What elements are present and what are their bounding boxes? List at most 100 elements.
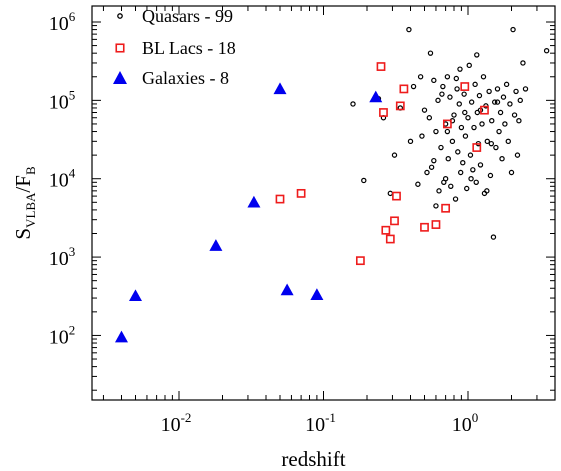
galaxy-point — [114, 330, 128, 343]
quasar-point — [451, 112, 457, 118]
quasar-point — [440, 83, 446, 90]
quasar-point — [426, 115, 433, 121]
bl-lac-point — [296, 188, 306, 198]
quasar-point — [473, 179, 479, 186]
quasar-point — [503, 81, 510, 88]
quasar-point — [439, 91, 445, 97]
quasar-point — [449, 138, 456, 145]
quasar-point — [480, 74, 487, 80]
quasar-point — [496, 128, 502, 135]
quasar-point — [507, 101, 513, 107]
quasar-point — [522, 86, 529, 92]
galaxy-point — [128, 289, 142, 302]
legend-square-marker — [115, 43, 125, 53]
quasar-point — [435, 97, 441, 104]
quasar-point — [467, 152, 474, 158]
quasar-point — [457, 66, 463, 72]
quasar-point — [477, 162, 484, 168]
series-circles — [350, 26, 550, 240]
quasar-point — [472, 81, 478, 88]
bl-lac-point — [480, 105, 489, 115]
quasar-point — [470, 167, 476, 173]
quasar-point — [436, 188, 442, 194]
y-tick-label: 105 — [49, 87, 76, 113]
legend-circle-marker — [117, 13, 123, 19]
quasar-point — [406, 26, 412, 33]
quasar-point — [442, 176, 449, 182]
quasar-point — [489, 118, 495, 124]
galaxy-point — [280, 283, 294, 296]
quasar-point — [516, 118, 522, 124]
y-tick-label: 103 — [49, 244, 76, 270]
quasar-point — [465, 115, 471, 121]
y-axis-label-sub1: VLBA — [23, 192, 38, 228]
quasar-point — [447, 94, 453, 100]
quasar-point — [517, 97, 523, 104]
bl-lac-point — [442, 119, 452, 129]
series-triangles — [114, 82, 383, 343]
quasar-point — [453, 75, 460, 82]
quasar-point — [438, 144, 444, 151]
quasar-point — [494, 99, 501, 105]
quasar-point — [458, 124, 465, 131]
quasar-point — [457, 169, 464, 176]
bl-lac-point — [379, 108, 388, 117]
galaxy-point — [247, 195, 261, 208]
quasar-point — [520, 60, 526, 66]
quasar-point — [444, 128, 451, 135]
quasar-point — [387, 190, 394, 197]
quasar-point — [433, 203, 439, 209]
bl-lac-point — [399, 84, 409, 94]
quasar-point — [407, 138, 414, 145]
quasar-point — [500, 94, 507, 100]
quasar-point — [464, 185, 470, 192]
quasar-point — [410, 83, 417, 90]
bl-lac-point — [460, 82, 470, 91]
quasar-point — [419, 133, 425, 139]
quasar-point — [493, 144, 499, 151]
plot-frame — [91, 5, 556, 401]
x-axis-label: redshift — [281, 447, 345, 471]
quasar-point — [468, 176, 474, 182]
y-axis-label-base: S — [11, 228, 35, 240]
quasar-point — [444, 74, 451, 80]
quasar-point — [350, 101, 356, 107]
legend: Quasars - 99 BL Lacs - 18 Galaxies - 8 — [113, 6, 236, 88]
quasar-point — [491, 99, 498, 105]
quasar-point — [484, 188, 490, 194]
quasar-point — [462, 133, 469, 139]
quasar-point — [468, 99, 475, 105]
quasar-point — [505, 138, 511, 145]
quasar-point — [445, 156, 451, 162]
legend-label-bl-lacs: BL Lacs - 18 — [142, 38, 236, 58]
quasar-point — [486, 88, 492, 95]
x-tick-label: 10-1 — [305, 410, 336, 436]
quasar-point — [511, 112, 518, 118]
galaxy-point — [310, 288, 324, 301]
x-tick-label: 100 — [452, 410, 479, 436]
galaxy-point — [209, 239, 223, 251]
quasar-point — [490, 234, 497, 240]
tick-labels: 10-2 10-1 100 102 103 104 105 106 — [49, 9, 479, 436]
quasar-point — [428, 164, 435, 170]
quasar-point — [487, 172, 494, 179]
quasar-point — [494, 86, 501, 92]
quasar-point — [391, 152, 398, 158]
quasar-point — [466, 62, 472, 69]
quasar-point — [497, 109, 504, 116]
legend-item-bl-lacs: BL Lacs - 18 — [115, 38, 236, 58]
bl-lac-point — [395, 101, 405, 111]
galaxy-point — [273, 82, 287, 95]
y-axis-label: SVLBA/FB — [11, 166, 38, 240]
bl-lac-point — [390, 216, 399, 226]
quasar-point — [452, 196, 459, 202]
y-tick-label: 104 — [49, 166, 76, 192]
quasar-point — [479, 121, 485, 127]
bl-lac-point — [392, 191, 401, 201]
bl-lac-point — [472, 143, 482, 152]
quasar-point — [499, 156, 505, 162]
galaxy-point — [369, 90, 383, 103]
quasar-point — [488, 140, 495, 147]
quasar-point — [433, 128, 439, 135]
